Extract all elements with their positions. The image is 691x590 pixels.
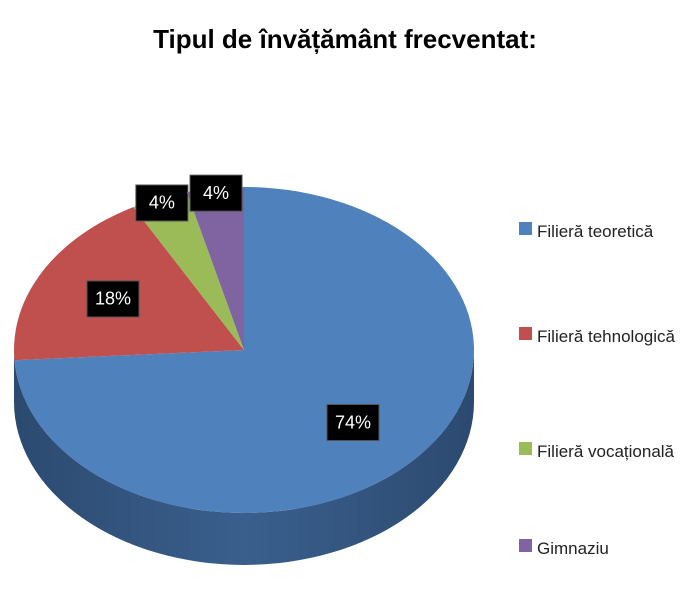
- value-label-box: [189, 174, 243, 212]
- value-label: 74%: [335, 412, 371, 432]
- pie-side: [14, 350, 474, 565]
- legend-label: Filieră vocațională: [537, 442, 675, 461]
- legend-swatch: [519, 539, 532, 552]
- legend-swatch: [519, 327, 532, 340]
- legend-label: Filieră teoretică: [537, 222, 654, 241]
- value-label-box: [86, 280, 140, 318]
- value-label: 4%: [149, 193, 175, 213]
- value-label-box: [135, 184, 189, 222]
- legend-item: Filieră vocațională: [519, 438, 687, 466]
- legend-item: Gimnaziu: [519, 535, 687, 563]
- value-label-box: [326, 404, 380, 442]
- legend-item: Filieră teoretică: [519, 218, 687, 246]
- legend-swatch: [519, 442, 532, 455]
- value-label: 18%: [95, 289, 131, 309]
- pie-slice: [133, 192, 244, 350]
- legend-label: Filieră tehnologică: [537, 327, 675, 346]
- pie-slice: [186, 187, 244, 350]
- value-label: 4%: [203, 183, 229, 203]
- legend-label: Gimnaziu: [537, 539, 609, 558]
- chart-title: Tipul de învățământ frecventat:: [153, 24, 537, 54]
- legend-item: Filieră tehnologică: [519, 323, 687, 351]
- legend-swatch: [519, 222, 532, 235]
